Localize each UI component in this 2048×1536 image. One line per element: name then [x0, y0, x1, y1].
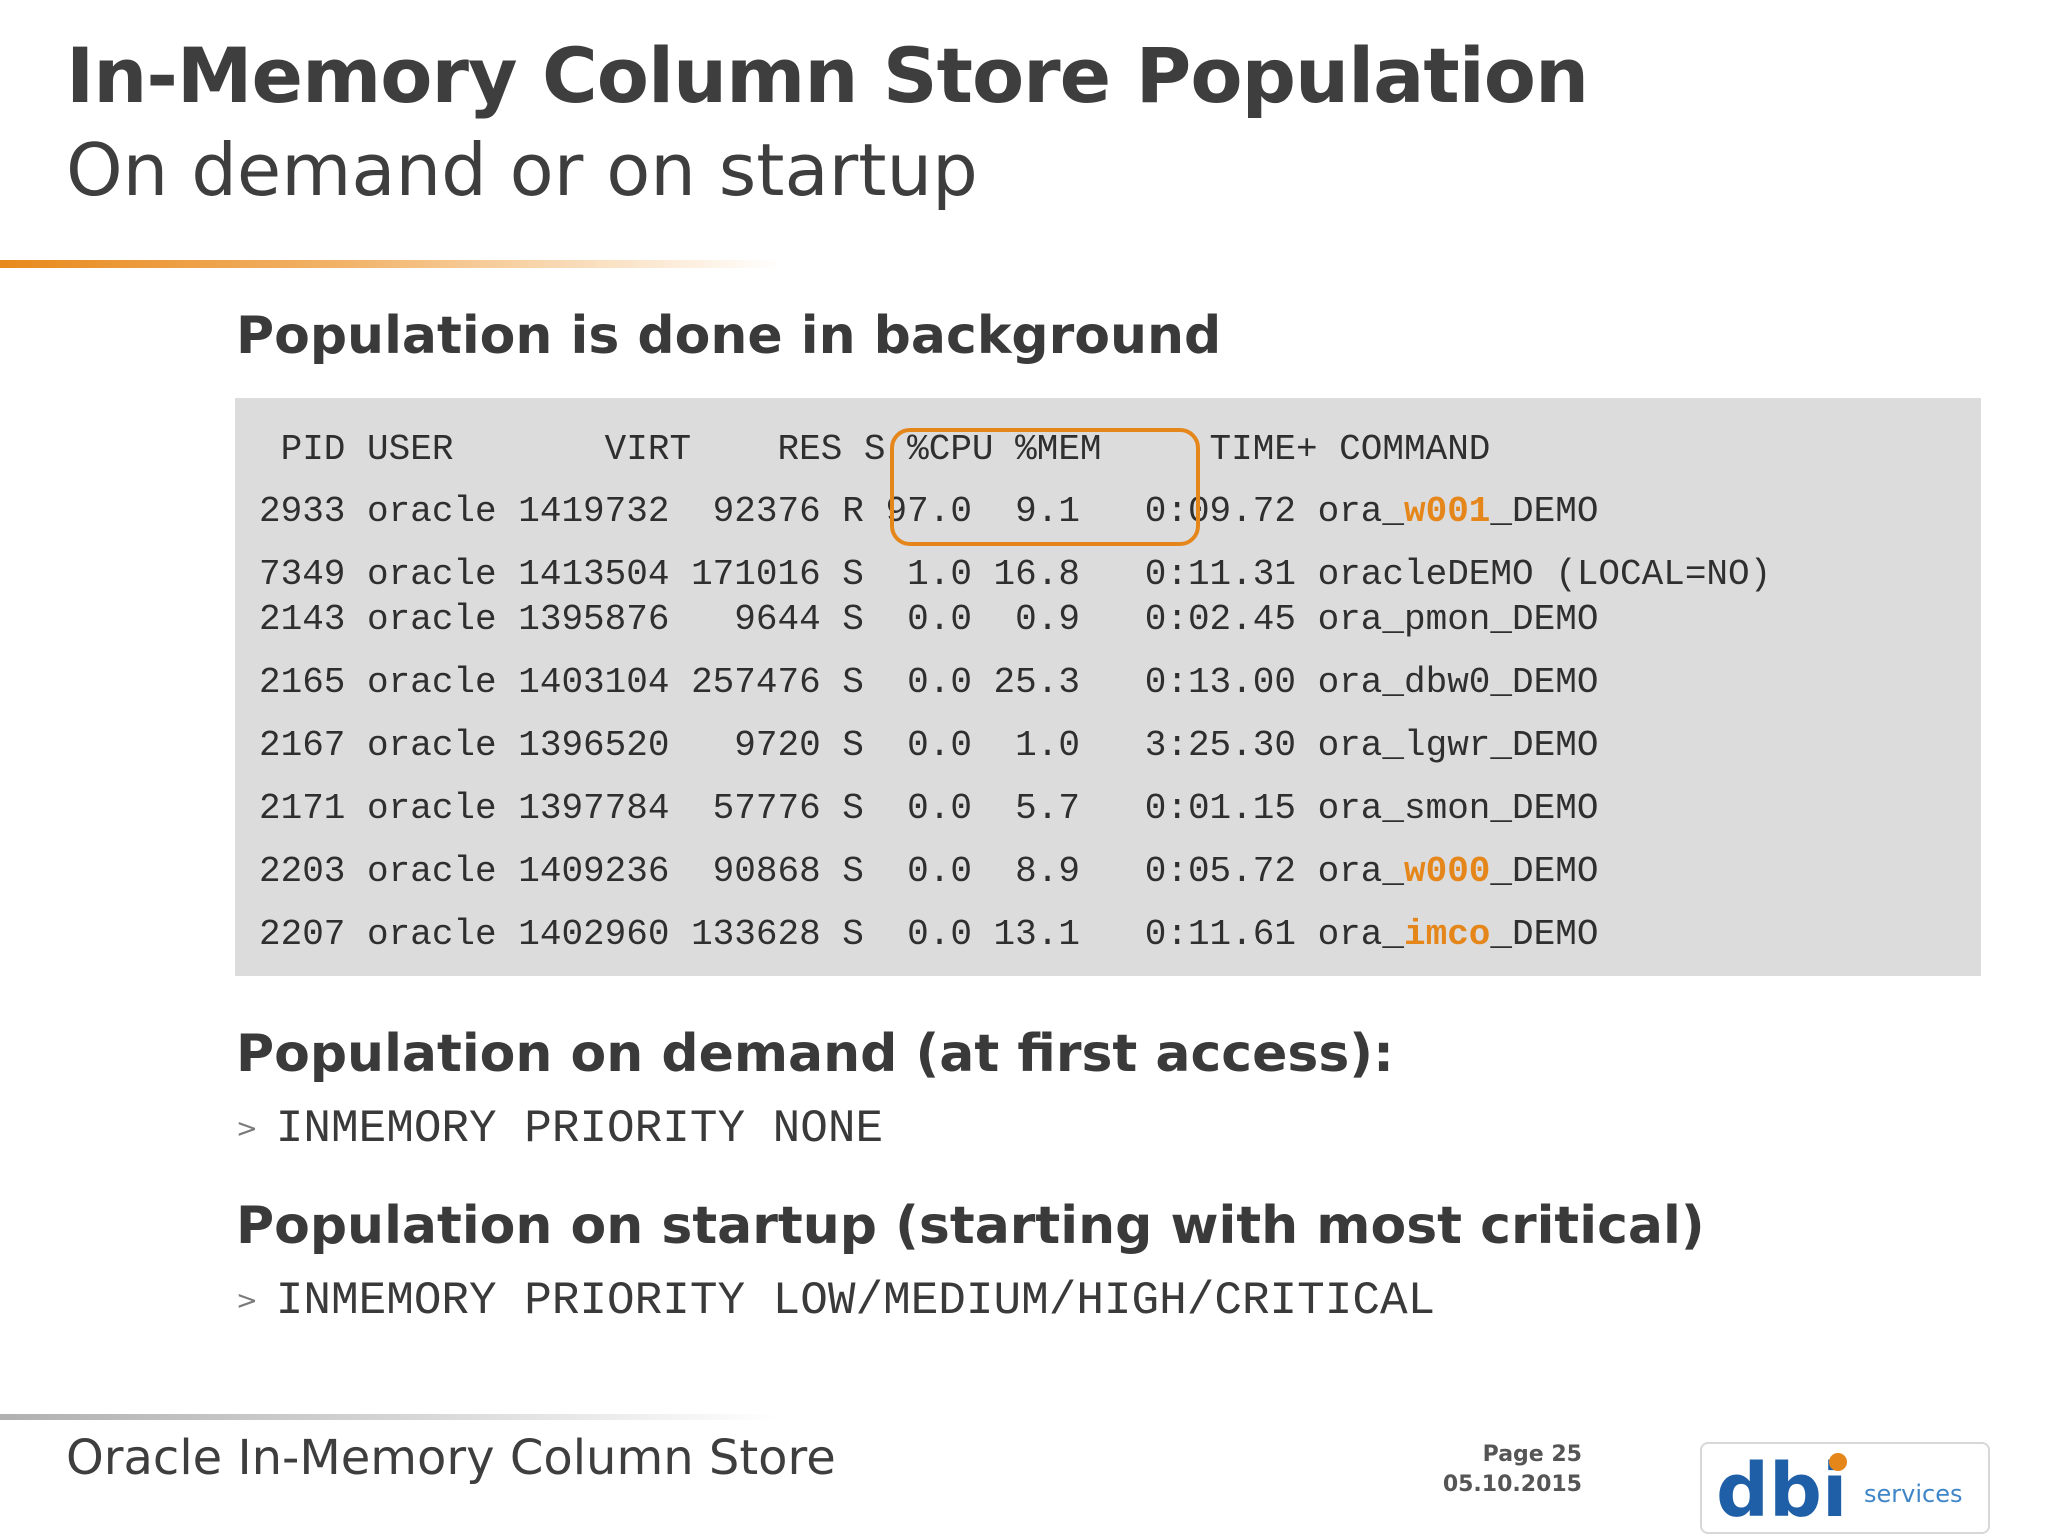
- highlighted-process-name: imco: [1404, 914, 1491, 955]
- footer-divider: [0, 1414, 780, 1420]
- dbi-logo-mark: dbi services: [1716, 1448, 1962, 1534]
- top-process-row: 2167 oracle 1396520 9720 S 0.0 1.0 3:25.…: [259, 728, 1598, 764]
- page-number: Page 25: [1482, 1442, 1582, 1467]
- row-suffix: _DEMO: [1490, 914, 1599, 955]
- top-process-row: 2933 oracle 1419732 92376 R 97.0 9.1 0:0…: [259, 494, 1598, 530]
- slide-subtitle: On demand or on startup: [66, 128, 978, 212]
- logo-tagline-text: services: [1864, 1480, 1962, 1508]
- row-text: 2143 oracle 1395876 9644 S 0.0 0.9 0:02.…: [259, 599, 1599, 640]
- row-text: 2207 oracle 1402960 133628 S 0.0 13.1 0:…: [259, 914, 1404, 955]
- title-divider: [0, 260, 780, 268]
- on-startup-code: INMEMORY PRIORITY LOW/MEDIUM/HIGH/CRITIC…: [275, 1275, 1436, 1327]
- logo-dot: [1829, 1453, 1847, 1471]
- logo-brand-text: dbi: [1716, 1448, 1847, 1532]
- top-process-row: 2207 oracle 1402960 133628 S 0.0 13.1 0:…: [259, 917, 1598, 953]
- top-process-row: 2171 oracle 1397784 57776 S 0.0 5.7 0:01…: [259, 791, 1598, 827]
- footer-date: 05.10.2015: [1442, 1472, 1582, 1497]
- highlighted-process-name: w000: [1404, 851, 1491, 892]
- on-demand-command: > INMEMORY PRIORITY NONE: [236, 1106, 883, 1152]
- footer-title: Oracle In-Memory Column Store: [66, 1430, 836, 1486]
- row-text: 7349 oracle 1413504 171016 S 1.0 16.8 0:…: [259, 554, 1772, 595]
- on-startup-command: > INMEMORY PRIORITY LOW/MEDIUM/HIGH/CRITI…: [236, 1278, 1435, 1324]
- page-info: Page 25 05.10.2015: [1443, 1440, 1582, 1500]
- top-output-panel: PID USER VIRT RES S %CPU %MEM TIME+ COMM…: [235, 398, 1981, 976]
- on-demand-heading: Population on demand (at first access):: [236, 1024, 1394, 1084]
- on-demand-code: INMEMORY PRIORITY NONE: [275, 1103, 884, 1155]
- on-startup-heading: Population on startup (starting with mos…: [236, 1196, 1705, 1256]
- row-text: 2165 oracle 1403104 257476 S 0.0 25.3 0:…: [259, 662, 1599, 703]
- top-process-row: 2143 oracle 1395876 9644 S 0.0 0.9 0:02.…: [259, 602, 1598, 638]
- row-text: 2171 oracle 1397784 57776 S 0.0 5.7 0:01…: [259, 788, 1599, 829]
- top-process-row: 7349 oracle 1413504 171016 S 1.0 16.8 0:…: [259, 557, 1771, 593]
- cpu-mem-highlight-box: [890, 428, 1200, 546]
- top-process-row: 2203 oracle 1409236 90868 S 0.0 8.9 0:05…: [259, 854, 1598, 890]
- row-suffix: _DEMO: [1490, 491, 1599, 532]
- slide-title: In-Memory Column Store Population: [66, 31, 1589, 120]
- row-text: 2167 oracle 1396520 9720 S 0.0 1.0 3:25.…: [259, 725, 1599, 766]
- top-process-row: 2165 oracle 1403104 257476 S 0.0 25.3 0:…: [259, 665, 1598, 701]
- background-heading: Population is done in background: [236, 306, 1222, 366]
- highlighted-process-name: w001: [1404, 491, 1491, 532]
- row-text: 2933 oracle 1419732 92376 R 97.0 9.1 0:0…: [259, 491, 1404, 532]
- top-header-row: PID USER VIRT RES S %CPU %MEM TIME+ COMM…: [259, 429, 1491, 470]
- row-text: 2203 oracle 1409236 90868 S 0.0 8.9 0:05…: [259, 851, 1404, 892]
- dbi-services-logo: dbi services: [1700, 1442, 1990, 1534]
- bullet-chevron: >: [236, 1114, 258, 1144]
- bullet-chevron: >: [236, 1286, 258, 1316]
- row-suffix: _DEMO: [1490, 851, 1599, 892]
